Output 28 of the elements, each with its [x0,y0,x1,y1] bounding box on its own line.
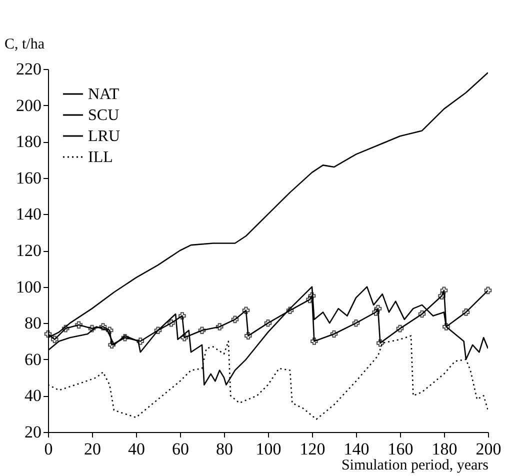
y-tick-label: 120 [16,241,42,260]
x-axis-title: Simulation period, years [341,458,489,474]
x-tick-label: 80 [216,440,233,458]
x-tick-label: 0 [44,440,53,458]
x-tick-label: 100 [256,440,282,458]
y-tick-label: 40 [24,386,42,406]
y-tick-label: 200 [16,96,42,115]
x-tick-label: 180 [432,440,458,458]
legend-label: ILL [88,149,113,166]
y-axis-title: C, t/ha [4,36,45,52]
y-tick-label: 180 [16,132,42,152]
y-tick-label: 20 [24,422,42,442]
x-tick-label: 120 [300,440,326,458]
y-tick-label: 220 [16,60,42,78]
x-tick-label: 200 [476,440,502,458]
x-tick-label: 60 [172,440,189,458]
y-tick-label: 60 [24,350,42,369]
x-tick-label: 40 [128,440,145,458]
y-tick-label: 140 [16,204,42,224]
y-tick-label: 160 [16,168,42,188]
legend-label: SCU [88,107,120,124]
legend-label: NAT [88,86,120,103]
x-tick-label: 160 [388,440,414,458]
x-tick-label: 20 [84,440,101,458]
y-tick-label: 100 [16,277,42,296]
y-tick-label: 80 [24,314,42,333]
legend-label: LRU [88,128,120,145]
x-tick-label: 140 [344,440,370,458]
